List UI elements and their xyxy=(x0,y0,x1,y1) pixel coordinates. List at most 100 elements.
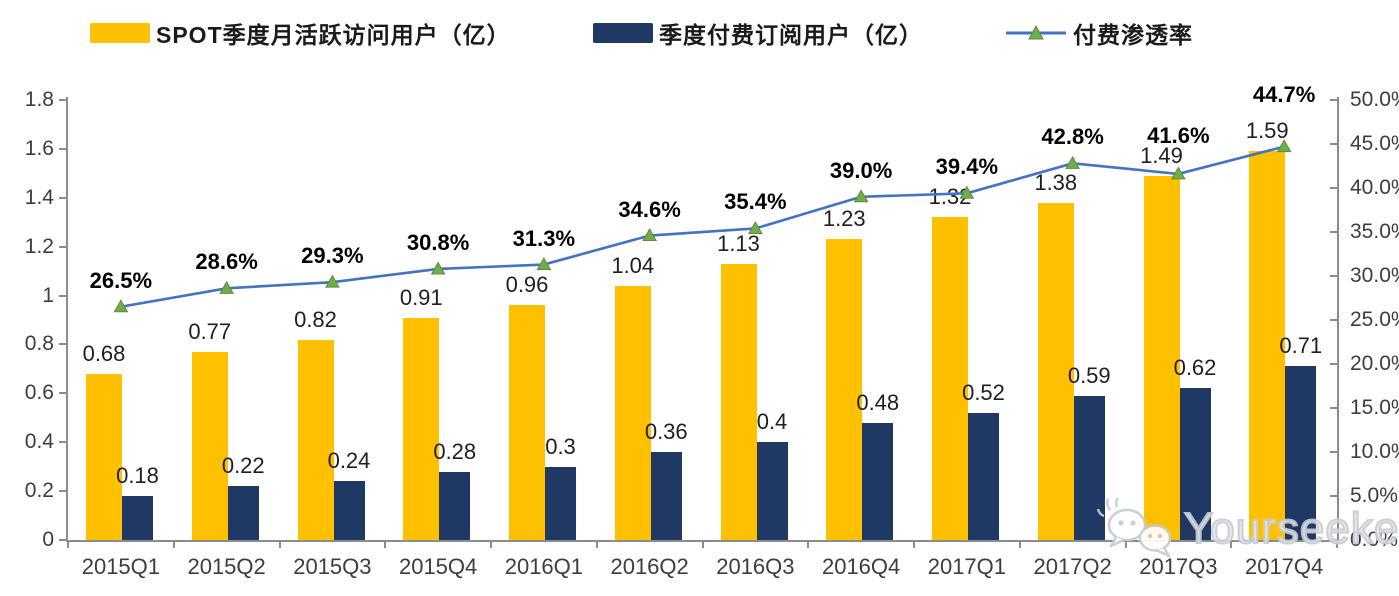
x-axis-tick xyxy=(913,540,915,548)
bar-mau xyxy=(403,317,440,540)
left-axis-tick xyxy=(59,245,66,248)
bar-subs xyxy=(333,481,365,540)
penetration-pct-label: 31.3% xyxy=(512,225,576,251)
mau-value-label: 0.82 xyxy=(294,306,337,332)
bar-mau xyxy=(720,263,757,540)
mau-value-label: 0.91 xyxy=(399,284,443,310)
legend-item-mau: SPOT季度月活跃访问用户（亿） xyxy=(90,20,511,48)
watermark: Yourseeker xyxy=(1096,496,1399,562)
right-axis-tick xyxy=(1330,363,1337,365)
left-axis-tick xyxy=(59,343,66,346)
x-axis-tick xyxy=(1230,540,1233,548)
left-axis-tick xyxy=(59,392,66,395)
bar-mau xyxy=(191,351,228,540)
subs-legend-label: 季度付费订阅用户（亿） xyxy=(659,22,923,48)
right-axis-tick xyxy=(1330,231,1337,233)
right-axis-tick-label: 45.0% xyxy=(1350,132,1399,155)
left-axis-tick xyxy=(59,294,66,297)
bar-mau xyxy=(509,305,545,540)
penetration-line xyxy=(120,145,1285,309)
bar-mau xyxy=(86,373,122,540)
left-axis-tick xyxy=(59,490,66,493)
penetration-pct-label: 30.8% xyxy=(406,229,470,255)
right-axis-tick-label: 40.0% xyxy=(1350,176,1399,199)
right-axis-tick xyxy=(1330,539,1337,541)
subs-value-label: 0.28 xyxy=(433,438,477,464)
subs-value-label: 0.18 xyxy=(116,463,159,488)
bar-subs xyxy=(968,412,999,540)
right-axis-tick xyxy=(1330,275,1337,277)
subs-value-label: 0.62 xyxy=(1173,355,1217,381)
left-axis-tick-label: 0.6 xyxy=(24,381,54,405)
bar-subs xyxy=(545,466,576,540)
x-axis-label: 2015Q3 xyxy=(293,554,372,579)
mau-legend-swatch xyxy=(90,23,150,43)
penetration-marker xyxy=(536,257,552,271)
bar-subs xyxy=(650,452,682,540)
bar-subs xyxy=(1285,366,1317,540)
mau-value-label: 0.68 xyxy=(82,340,126,366)
penetration-pct-label: 39.0% xyxy=(829,157,893,183)
bar-subs xyxy=(122,496,153,540)
x-axis-label: 2015Q1 xyxy=(81,554,161,579)
x-axis-tick xyxy=(701,540,704,548)
x-axis-tick xyxy=(384,540,387,548)
right-axis-tick xyxy=(1330,451,1337,453)
left-axis-tick-label: 0 xyxy=(42,528,54,551)
right-axis-tick xyxy=(1330,495,1337,497)
left-axis-tick-label: 1.6 xyxy=(24,136,54,160)
penetration-pct-label: 41.6% xyxy=(1147,122,1210,148)
penetration-pct-label: 44.7% xyxy=(1252,81,1316,107)
bar-mau xyxy=(614,285,651,540)
mau-value-label: 0.77 xyxy=(188,318,232,344)
mau-legend-label: SPOT季度月活跃访问用户（亿） xyxy=(156,22,511,48)
x-axis-label: 2017Q1 xyxy=(927,554,1007,579)
x-axis-label: 2017Q2 xyxy=(1033,554,1112,579)
bar-subs xyxy=(227,486,259,540)
subs-value-label: 0.48 xyxy=(856,389,900,415)
penetration-marker xyxy=(325,274,340,288)
bar-subs xyxy=(1179,388,1211,540)
left-axis-tick-label: 1 xyxy=(42,283,54,307)
bar-mau xyxy=(297,339,334,540)
bar-subs xyxy=(1073,395,1105,540)
x-axis-tick xyxy=(490,540,492,548)
legend-item-subs: 季度付费订阅用户（亿） xyxy=(593,20,923,48)
x-axis-label: 2016Q3 xyxy=(716,554,795,579)
right-axis-tick xyxy=(1330,319,1337,321)
mau-value-label: 1.32 xyxy=(928,184,972,210)
x-axis-tick xyxy=(807,540,810,548)
penetration-pct-label: 42.8% xyxy=(1041,124,1104,150)
left-axis-tick-label: 0.8 xyxy=(24,332,54,356)
right-axis-tick xyxy=(1330,143,1337,145)
x-axis-label: 2015Q2 xyxy=(187,554,266,579)
right-axis-tick xyxy=(1330,407,1337,409)
left-axis-tick xyxy=(59,99,66,101)
mau-value-label: 1.23 xyxy=(822,206,866,232)
penetration-marker xyxy=(1065,155,1080,169)
right-axis-tick-label: 0.0% xyxy=(1350,528,1398,551)
subs-value-label: 0.52 xyxy=(962,379,1005,405)
x-axis-label: 2016Q2 xyxy=(610,554,689,579)
watermark-text: Yourseeker xyxy=(1183,503,1399,554)
x-axis-tick xyxy=(1124,540,1127,548)
penetration-pct-label: 28.6% xyxy=(195,249,258,275)
penetration-legend-label: 付费渗透率 xyxy=(1073,22,1193,48)
subs-value-label: 0.22 xyxy=(221,453,265,479)
right-axis-tick-label: 5.0% xyxy=(1350,484,1398,507)
penetration-pct-label: 26.5% xyxy=(89,267,153,293)
bar-subs xyxy=(862,422,894,540)
left-axis-line xyxy=(66,97,68,542)
penetration-marker xyxy=(113,299,129,313)
right-axis-tick-label: 20.0% xyxy=(1350,352,1399,375)
left-axis-tick xyxy=(59,441,66,444)
mau-value-label: 1.38 xyxy=(1034,169,1078,195)
subs-value-label: 0.3 xyxy=(545,433,576,459)
left-axis-tick-label: 1.8 xyxy=(24,88,54,111)
mau-value-label: 1.04 xyxy=(611,252,655,278)
left-axis-tick xyxy=(59,147,66,150)
left-axis-tick xyxy=(59,539,66,541)
right-axis-tick xyxy=(1330,99,1337,101)
penetration-marker xyxy=(853,189,869,203)
subs-value-label: 0.36 xyxy=(644,419,688,444)
